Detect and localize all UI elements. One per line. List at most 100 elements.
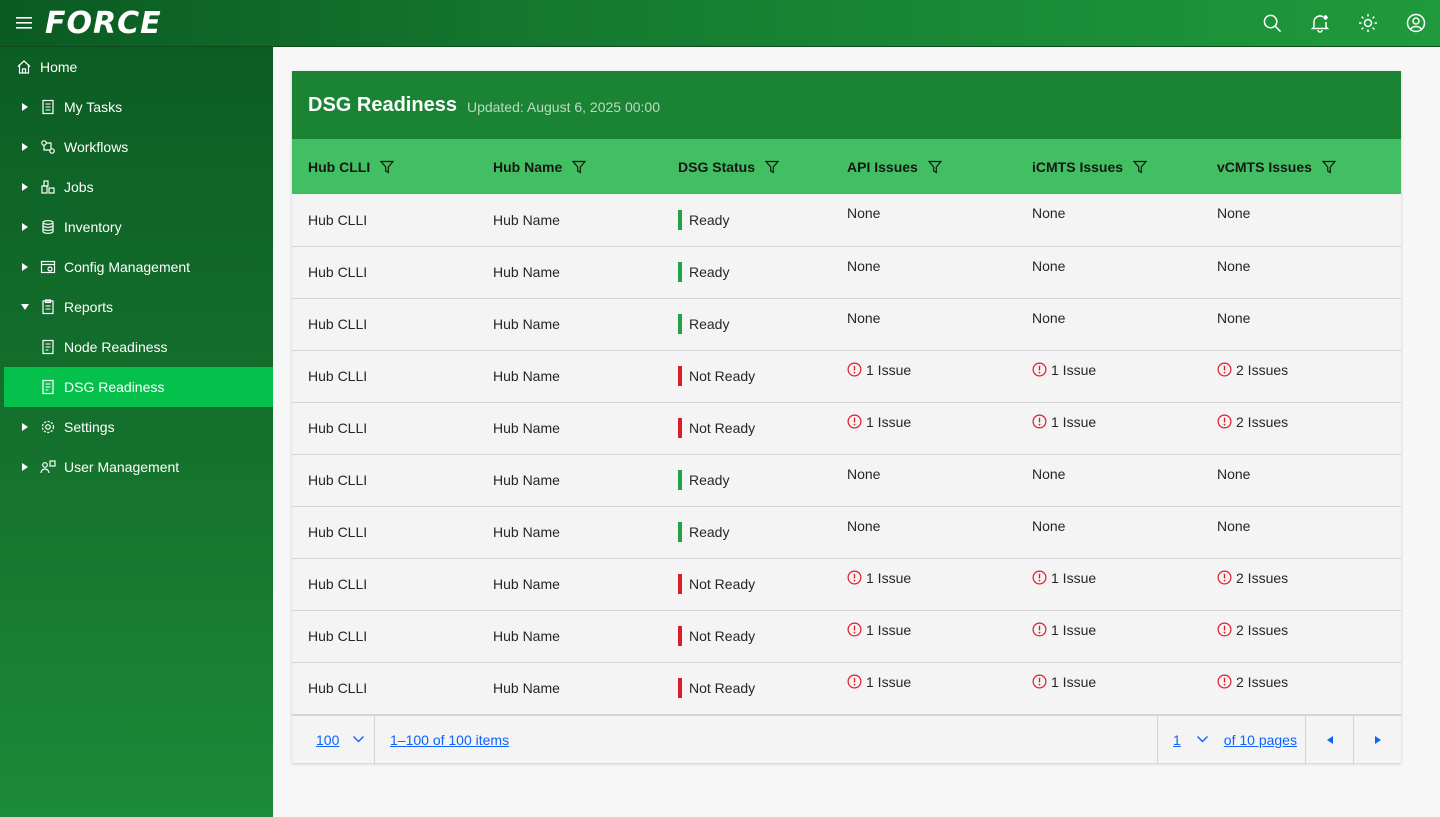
issue-link[interactable]: 1 Issue (847, 362, 911, 378)
sidebar-item-config-management[interactable]: Config Management (0, 247, 273, 287)
table-cell: None (1201, 506, 1401, 558)
sidebar-item-home[interactable]: Home (0, 47, 273, 87)
column-header: Hub CLLI (292, 139, 477, 194)
issue-link[interactable]: 2 Issues (1217, 674, 1288, 690)
cell-text: Hub Name (493, 472, 560, 488)
sidebar-item-inventory[interactable]: Inventory (0, 207, 273, 247)
sidebar-item-label: Workflows (64, 139, 129, 155)
table-cell: 1 Issue (1016, 558, 1201, 610)
issue-count: 2 Issues (1236, 673, 1289, 690)
sidebar-item-user-management[interactable]: User Management (0, 447, 273, 487)
table-cell: Hub Name (477, 402, 662, 454)
sidebar-item-jobs[interactable]: Jobs (0, 167, 273, 207)
table-cell: Ready (662, 298, 831, 350)
status-badge: Ready (678, 522, 831, 542)
table-cell: Hub Name (477, 194, 662, 246)
status-indicator (678, 262, 682, 282)
sidebar-item-reports[interactable]: Reports (0, 287, 273, 327)
sidebar-item-workflows[interactable]: Workflows (0, 127, 273, 167)
issue-link[interactable]: 1 Issue (847, 674, 911, 690)
table-row[interactable]: Hub CLLI Hub Name Ready None None None (292, 246, 1401, 298)
status-indicator (678, 574, 682, 594)
issue-link[interactable]: 1 Issue (1032, 362, 1096, 378)
filter-icon[interactable] (1133, 160, 1148, 174)
issue-count: None (1217, 517, 1251, 534)
page-size-select[interactable]: 100 (292, 715, 375, 764)
issue-link[interactable]: 2 Issues (1217, 570, 1288, 586)
dsg-readiness-table: Hub CLLI Hub Name DSG Status API Issues iCMT… (292, 139, 1401, 715)
table-row[interactable]: Hub CLLI Hub Name Ready None None None (292, 506, 1401, 558)
issue-link[interactable]: 1 Issue (1032, 414, 1096, 430)
status-indicator (678, 522, 682, 542)
column-header: DSG Status (662, 139, 831, 194)
search-button[interactable] (1248, 0, 1296, 47)
table-row[interactable]: Hub CLLI Hub Name Not Ready 1 Issue 1 Issue 2… (292, 662, 1401, 714)
next-page-button[interactable] (1353, 715, 1401, 764)
sidebar-item-settings[interactable]: Settings (0, 407, 273, 447)
item-range[interactable]: 1–100 of 100 items (390, 731, 510, 748)
table-row[interactable]: Hub CLLI Hub Name Not Ready 1 Issue 1 Issue 2… (292, 402, 1401, 454)
table-cell: 2 Issues (1201, 558, 1401, 610)
previous-page-button[interactable] (1305, 715, 1353, 764)
sidebar-item-label: Reports (64, 299, 114, 315)
status-label: Ready (689, 264, 730, 280)
issue-link[interactable]: 2 Issues (1217, 622, 1288, 638)
user-avatar-icon (1406, 13, 1426, 33)
filter-icon[interactable] (380, 160, 395, 174)
table-cell: 1 Issue (831, 558, 1016, 610)
table-cell: Not Ready (662, 662, 831, 714)
table-row[interactable]: Hub CLLI Hub Name Ready None None None (292, 454, 1401, 506)
filter-icon[interactable] (927, 160, 942, 174)
app-logo[interactable]: FORCE (45, 5, 162, 41)
column-header: vCMTS Issues (1201, 139, 1401, 194)
caret-right-icon (19, 223, 31, 231)
issue-link[interactable]: 2 Issues (1217, 362, 1288, 378)
total-pages[interactable]: of 10 pages (1223, 731, 1297, 748)
table-row[interactable]: Hub CLLI Hub Name Not Ready 1 Issue 1 Issue 2… (292, 350, 1401, 402)
issue-link[interactable]: 1 Issue (847, 570, 911, 586)
table-row[interactable]: Hub CLLI Hub Name Not Ready 1 Issue 1 Issue 2… (292, 610, 1401, 662)
current-page[interactable]: 1 (1173, 731, 1181, 748)
page-select[interactable]: 1 of 10 pages (1157, 715, 1305, 764)
issue-link[interactable]: 2 Issues (1217, 414, 1288, 430)
issue-link[interactable]: 1 Issue (847, 622, 911, 638)
issue-link[interactable]: 1 Issue (847, 414, 911, 430)
theme-toggle-button[interactable] (1344, 0, 1392, 47)
issue-count: None (847, 205, 881, 221)
table-cell: Hub CLLI (292, 246, 477, 298)
page-size-value[interactable]: 100 (316, 731, 340, 748)
status-badge: Ready (678, 314, 831, 334)
filter-icon[interactable] (1321, 160, 1336, 174)
status-label: Not Ready (689, 680, 756, 696)
updated-timestamp: Updated: August 6, 2025 00:00 (466, 98, 660, 115)
filter-icon[interactable] (765, 160, 780, 174)
sidebar-item-my-tasks[interactable]: My Tasks (0, 87, 273, 127)
table-cell: 2 Issues (1201, 350, 1401, 402)
issue-link[interactable]: 1 Issue (1032, 674, 1096, 690)
table-cell: Hub Name (477, 298, 662, 350)
issue-count: None (1217, 309, 1251, 326)
table-row[interactable]: Hub CLLI Hub Name Not Ready 1 Issue 1 Issue 2… (292, 558, 1401, 610)
table-row[interactable]: Hub CLLI Hub Name Ready None None None (292, 194, 1401, 246)
sidebar-item-label: Settings (64, 419, 115, 435)
issue-count: 1 Issue (1051, 673, 1097, 690)
sidebar-item-node-readiness[interactable]: Node Readiness (0, 327, 273, 367)
theme-icon (1359, 14, 1377, 32)
notifications-button[interactable] (1296, 0, 1344, 47)
issue-link[interactable]: 1 Issue (1032, 570, 1096, 586)
filter-icon[interactable] (572, 160, 587, 174)
table-cell: Hub CLLI (292, 402, 477, 454)
caret-right-icon (19, 463, 31, 471)
warning-circle-icon (1032, 414, 1047, 429)
table-cell: None (1016, 298, 1201, 350)
hamburger-menu-button[interactable] (0, 0, 47, 47)
table-cell: None (1016, 246, 1201, 298)
status-label: Not Ready (689, 420, 756, 436)
sidebar-item-dsg-readiness[interactable]: DSG Readiness (4, 367, 273, 407)
issue-link[interactable]: 1 Issue (1032, 622, 1096, 638)
table-cell: Hub Name (477, 454, 662, 506)
table-row[interactable]: Hub CLLI Hub Name Ready None None None (292, 298, 1401, 350)
caret-right-icon (19, 263, 31, 271)
issue-count: None (1032, 309, 1066, 326)
user-profile-button[interactable] (1392, 0, 1440, 47)
